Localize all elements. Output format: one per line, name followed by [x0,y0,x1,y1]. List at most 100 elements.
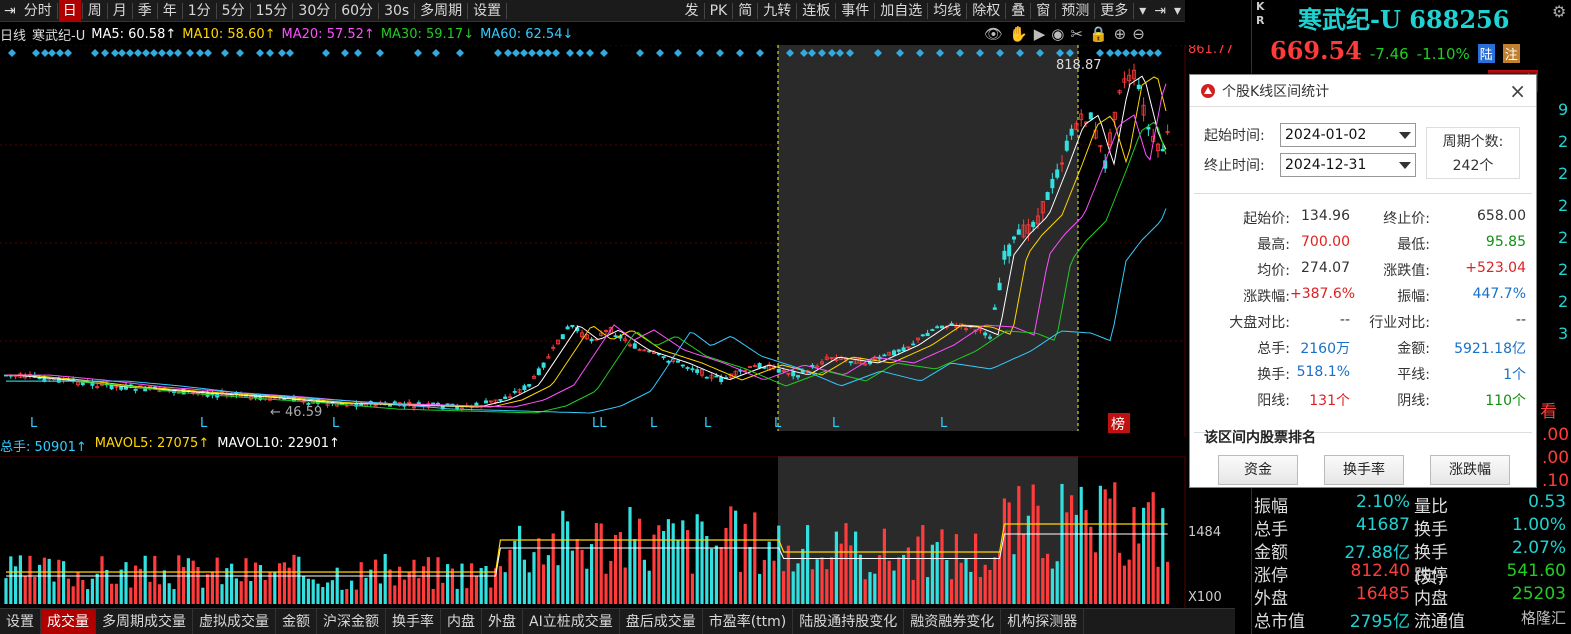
rank-change-button[interactable]: 涨跌幅 [1430,455,1510,485]
period-tab[interactable]: 分时 [23,2,52,19]
tool-tab[interactable]: 均线 [933,2,962,19]
volume-bar [532,552,536,604]
volume-bar [484,566,488,604]
range-stat-label: 涨跌值: [1383,263,1430,279]
start-time-select[interactable]: 2024-01-02 [1280,123,1416,147]
tool-tab[interactable]: 更多 [1100,2,1129,19]
candle-body [1088,112,1093,120]
tool-tab[interactable]: 连板 [802,2,831,19]
period-tab[interactable]: 1分 [187,2,211,19]
candle-body [1036,215,1041,225]
connect-badge[interactable]: 陆 [1477,44,1495,63]
period-tab[interactable]: 30s [384,2,410,19]
play-icon[interactable]: ▶ [1033,25,1046,43]
tool-tab[interactable]: 窗 [1036,2,1051,19]
hand-icon[interactable]: ✋ [1009,25,1028,43]
volume-chart[interactable]: 1484 X100 [0,456,1251,628]
tool-tab[interactable]: 九转 [763,2,792,19]
tool-tab[interactable]: 发 [684,2,699,19]
indicator-tab[interactable]: 成交量 [41,608,96,634]
collapse-arrow-icon[interactable]: ⇥ [4,2,16,19]
toolbar-divider [757,2,759,19]
indicator-tab[interactable]: 换手率 [386,608,441,634]
scissors-icon[interactable]: ✂ [1070,25,1083,43]
indicator-tab[interactable]: 内盘 [441,608,482,634]
partial-depth-value: 2 [1558,292,1569,311]
event-marker-icon [48,49,56,57]
volume-bar [964,558,968,604]
indicator-tab[interactable]: 机构探测器 [1001,608,1085,634]
range-stat-value: 518.1% [1296,364,1350,380]
indicator-tab[interactable]: 金额 [276,608,317,634]
period-tab[interactable]: 设置 [473,2,502,19]
tool-tab[interactable]: 事件 [841,2,870,19]
indicator-tab[interactable]: 多周期成交量 [96,608,193,634]
rank-capital-button[interactable]: 资金 [1218,455,1298,485]
dropdown-arrow-icon[interactable]: ▾ [1139,2,1147,19]
volume-bar [614,534,618,604]
close-icon[interactable]: × [1509,79,1526,103]
period-tab[interactable]: 30分 [298,2,331,19]
kline-chart[interactable]: 861.77 818.87 ← 46.59 L L L LL L L L L L 榜 [0,45,1251,437]
tool-tab[interactable]: 预测 [1061,2,1090,19]
zoom-out-icon[interactable]: ⊖ [1132,25,1145,43]
candle-body [733,370,738,376]
indicator-tab[interactable]: 设置 [0,608,41,634]
period-tab[interactable]: 多周期 [420,2,463,19]
period-tab[interactable]: 月 [112,2,127,19]
toolbar-divider [874,2,876,19]
period-tab[interactable]: 年 [162,2,177,19]
volume-bar [902,554,906,604]
quote-stat-row: 振幅 2.10% 量比 0.53 [1254,492,1571,517]
zoom-in-icon[interactable]: ⊕ [1113,25,1127,43]
quote-stat-value: 25203 [1511,584,1566,604]
lock-icon[interactable]: 🔒 [1088,25,1108,43]
candle-body [1007,244,1012,257]
indicator-tab[interactable]: 市盈率(ttm) [703,608,794,634]
period-tab[interactable]: 季 [137,2,152,19]
indicator-tab[interactable]: 陆股通持股变化 [793,608,905,634]
ma30-label: MA30: 59.17↓ [380,26,475,42]
kr-r: R [1256,14,1265,27]
tool-tab[interactable]: PK [709,2,728,19]
tool-tab[interactable]: 除权 [972,2,1001,19]
volume-bar [110,583,114,604]
period-tab[interactable]: 15分 [255,2,288,19]
indicator-tab[interactable]: 虚拟成交量 [193,608,276,634]
eye-icon[interactable]: 👁 [984,25,1004,43]
rank-turnover-button[interactable]: 换手率 [1324,455,1404,485]
volume-bar [1026,515,1030,604]
indicator-tab[interactable]: 外盘 [482,608,523,634]
chevron-down-icon [1399,162,1411,169]
menu-arrow-icon[interactable]: ▾ [1173,2,1181,19]
volume-bar [1036,505,1040,604]
volume-bar [570,550,574,604]
volume-bar [906,547,910,604]
range-stat-row: 最高: 700.00 最低: 95.85 [1194,230,1532,256]
start-time-label: 起始时间: [1204,128,1265,144]
period-tab[interactable]: 60分 [341,2,374,19]
tool-tab[interactable]: 叠 [1011,2,1026,19]
indicator-tab[interactable]: 盘后成交量 [620,608,703,634]
mavol10-line [6,533,1168,577]
gear-icon[interactable]: ⚙ [1552,2,1567,21]
period-tab[interactable]: 日 [58,0,81,22]
period-tabs: 分时日周月季年 1分 5分 15分 30分 60分 30s 多周期 设置 [20,0,508,22]
indicator-tab[interactable]: 沪深金额 [317,608,386,634]
end-time-select[interactable]: 2024-12-31 [1280,153,1416,177]
rank-badge[interactable] [1108,413,1130,433]
tool-tab[interactable]: 加自选 [880,2,923,19]
event-marker-icon [586,49,594,57]
circle-arrow-icon[interactable]: ◉ [1051,25,1065,43]
ma-line [6,76,1167,408]
registration-badge[interactable]: 注 [1502,44,1520,63]
expand-arrow-icon[interactable]: ⇥ [1154,2,1166,19]
event-marker-icon [936,49,944,57]
event-marker-icon [256,49,264,57]
indicator-tab[interactable]: AI立桩成交量 [523,608,620,634]
indicator-tab[interactable]: 融资融券变化 [904,608,1002,634]
period-tab[interactable]: 5分 [221,2,245,19]
period-tab[interactable]: 周 [87,2,102,19]
candle-body [560,334,565,340]
tool-tab[interactable]: 简 [738,2,753,19]
